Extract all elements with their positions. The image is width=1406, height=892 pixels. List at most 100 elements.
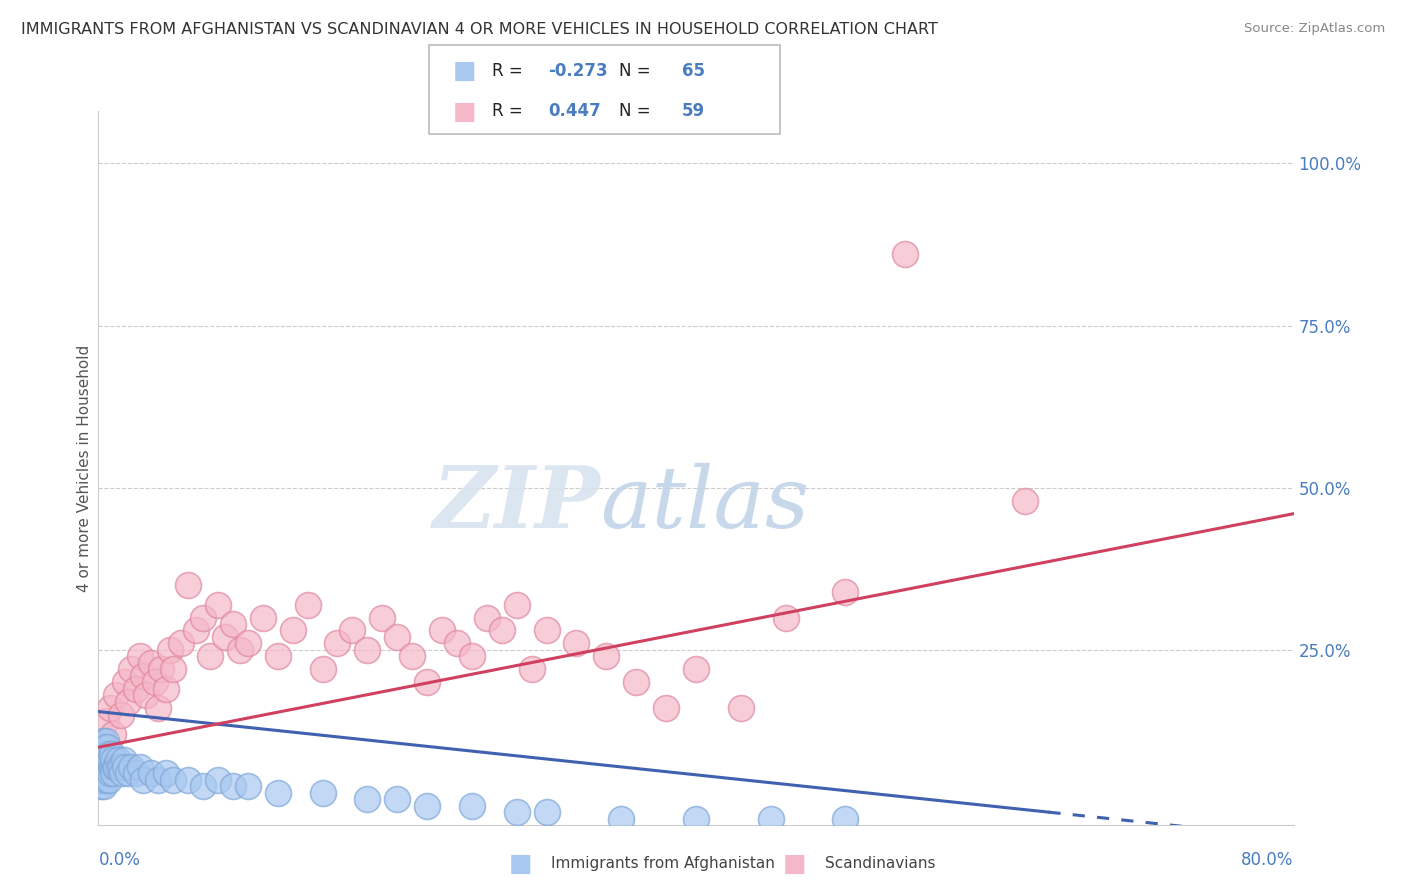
Point	[94, 772, 117, 787]
Text: Source: ZipAtlas.com: Source: ZipAtlas.com	[1244, 22, 1385, 36]
Point	[685, 662, 707, 676]
Text: -0.273: -0.273	[548, 62, 607, 80]
Point	[96, 740, 118, 755]
Point	[184, 624, 207, 638]
Point	[155, 766, 177, 780]
Text: 0.0%: 0.0%	[98, 851, 141, 869]
Point	[143, 675, 166, 690]
Point	[252, 610, 274, 624]
Point	[93, 779, 115, 793]
Point	[103, 753, 125, 767]
Point	[461, 649, 484, 664]
Point	[89, 772, 111, 787]
Point	[117, 766, 139, 780]
Point	[214, 630, 236, 644]
Point	[267, 649, 290, 664]
Point	[834, 812, 856, 826]
Text: N =: N =	[619, 103, 655, 120]
Point	[93, 740, 115, 755]
Point	[97, 760, 120, 774]
Point	[371, 610, 394, 624]
Point	[222, 779, 245, 793]
Point	[94, 760, 117, 774]
Point	[416, 798, 439, 813]
Point	[416, 675, 439, 690]
Point	[491, 624, 513, 638]
Point	[139, 656, 162, 670]
Point	[91, 772, 114, 787]
Point	[150, 662, 173, 676]
Point	[730, 701, 752, 715]
Point	[94, 747, 117, 761]
Point	[94, 733, 117, 747]
Point	[108, 760, 131, 774]
Point	[759, 812, 782, 826]
Text: R =: R =	[492, 62, 529, 80]
Point	[191, 610, 214, 624]
Point	[155, 681, 177, 696]
Point	[236, 779, 259, 793]
Text: 59: 59	[682, 103, 704, 120]
Point	[148, 701, 170, 715]
Text: ■: ■	[783, 852, 806, 875]
Point	[311, 786, 333, 800]
Point	[94, 714, 117, 729]
Point	[93, 766, 115, 780]
Point	[200, 649, 222, 664]
Point	[104, 760, 127, 774]
Point	[89, 760, 111, 774]
Point	[105, 689, 128, 703]
Text: Scandinavians: Scandinavians	[825, 856, 936, 871]
Point	[93, 753, 115, 767]
Point	[101, 747, 124, 761]
Text: N =: N =	[619, 62, 655, 80]
Point	[207, 772, 229, 787]
Point	[90, 740, 112, 755]
Point	[610, 812, 633, 826]
Point	[894, 247, 917, 261]
Point	[430, 624, 453, 638]
Point	[89, 747, 111, 761]
Text: R =: R =	[492, 103, 533, 120]
Point	[135, 689, 157, 703]
Text: Immigrants from Afghanistan: Immigrants from Afghanistan	[551, 856, 775, 871]
Text: 80.0%: 80.0%	[1241, 851, 1294, 869]
Point	[103, 766, 125, 780]
Point	[281, 624, 304, 638]
Point	[229, 643, 252, 657]
Point	[103, 727, 125, 741]
Point	[120, 760, 142, 774]
Point	[110, 760, 132, 774]
Point	[132, 772, 155, 787]
Point	[90, 766, 112, 780]
Point	[169, 636, 191, 650]
Point	[191, 779, 214, 793]
Text: IMMIGRANTS FROM AFGHANISTAN VS SCANDINAVIAN 4 OR MORE VEHICLES IN HOUSEHOLD CORR: IMMIGRANTS FROM AFGHANISTAN VS SCANDINAV…	[21, 22, 938, 37]
Point	[506, 598, 529, 612]
Y-axis label: 4 or more Vehicles in Household: 4 or more Vehicles in Household	[77, 344, 91, 592]
Point	[91, 733, 114, 747]
Point	[475, 610, 498, 624]
Point	[117, 695, 139, 709]
Point	[114, 760, 136, 774]
Point	[112, 753, 135, 767]
Point	[685, 812, 707, 826]
Point	[105, 760, 128, 774]
Point	[132, 669, 155, 683]
Text: ■: ■	[453, 60, 477, 83]
Text: 0.447: 0.447	[548, 103, 602, 120]
Point	[111, 766, 134, 780]
Point	[401, 649, 423, 664]
Text: ZIP: ZIP	[433, 462, 600, 546]
Point	[110, 707, 132, 722]
Point	[114, 675, 136, 690]
Point	[536, 624, 558, 638]
Point	[129, 760, 152, 774]
Point	[125, 681, 148, 696]
Point	[342, 624, 364, 638]
Point	[506, 805, 529, 819]
Text: 65: 65	[682, 62, 704, 80]
Point	[148, 772, 170, 787]
Point	[177, 578, 200, 592]
Text: atlas: atlas	[600, 463, 810, 545]
